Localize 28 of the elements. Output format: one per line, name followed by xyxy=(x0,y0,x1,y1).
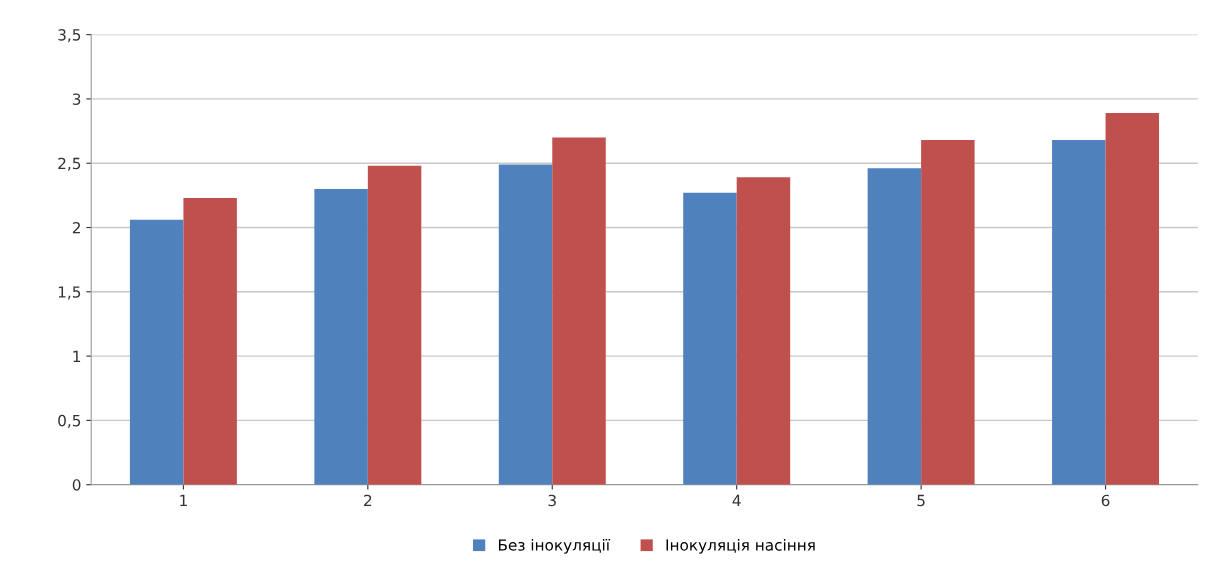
legend-label: Інокуляція насіння xyxy=(666,538,815,554)
x-tick-label: 1 xyxy=(180,494,187,507)
y-tick-label: 3 xyxy=(72,93,81,105)
y-tick-label: 3,5 xyxy=(58,29,81,43)
bar xyxy=(183,197,237,485)
bar xyxy=(1105,113,1160,485)
y-tick-label: 0 xyxy=(72,479,81,491)
x-tick-label: 2 xyxy=(364,494,372,507)
x-tick-label: 6 xyxy=(1101,494,1110,507)
bar xyxy=(683,192,737,485)
y-tick-label: 2,5 xyxy=(58,157,81,171)
bar xyxy=(498,164,553,485)
bar xyxy=(736,177,791,485)
x-tick-label: 5 xyxy=(917,494,925,507)
bar xyxy=(552,137,606,485)
bar xyxy=(314,188,368,485)
bar xyxy=(1052,140,1106,485)
y-tick-label: 0,5 xyxy=(58,414,81,428)
x-tick-label: 4 xyxy=(732,494,741,507)
y-tick-label: 2 xyxy=(72,221,80,234)
y-tick-label: 1 xyxy=(73,350,81,362)
x-tick-label: 3 xyxy=(548,494,556,507)
y-tick-label: 1,5 xyxy=(58,286,81,300)
bar xyxy=(129,219,184,485)
legend-label: Без інокуляції xyxy=(498,538,611,554)
bar xyxy=(867,168,922,485)
bar xyxy=(367,165,422,485)
bar xyxy=(921,140,975,485)
